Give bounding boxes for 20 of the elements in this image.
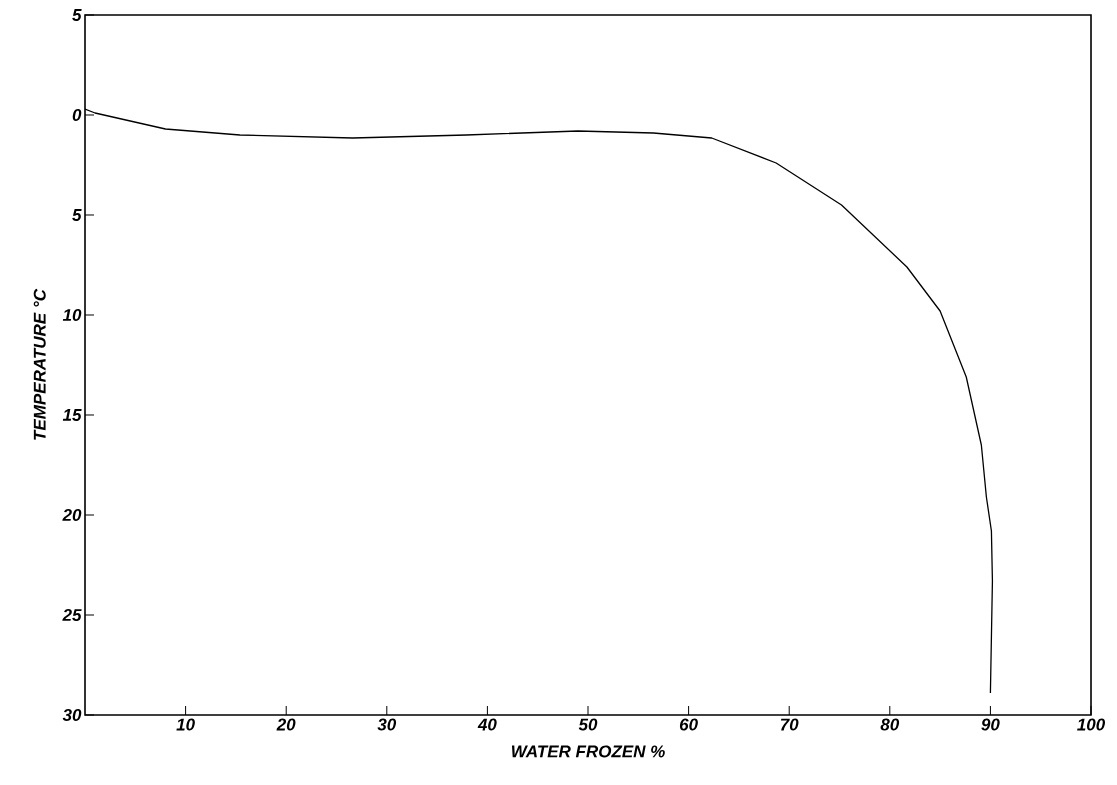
x-tick-label: 90 bbox=[981, 718, 1000, 731]
y-tick-label: 10 bbox=[62, 308, 82, 322]
y-tick-label: 30 bbox=[62, 708, 82, 722]
y-tick-label: 0 bbox=[72, 108, 82, 122]
y-tick-label: 15 bbox=[62, 409, 82, 421]
x-tick-label: 70 bbox=[780, 718, 799, 731]
x-tick-label: 100 bbox=[1077, 718, 1106, 731]
x-tick-label: 30 bbox=[377, 718, 397, 731]
x-tick-label: 40 bbox=[477, 718, 497, 731]
y-tick-label: 5 bbox=[72, 9, 82, 21]
y-axis-title: TEMPERATURE °C bbox=[33, 288, 46, 440]
x-axis-title: WATER FROZEN % bbox=[511, 745, 665, 758]
y-tick-label: 20 bbox=[62, 508, 82, 522]
x-tick-label: 60 bbox=[679, 718, 698, 731]
x-tick-label: 20 bbox=[276, 718, 296, 731]
y-tick-label: 25 bbox=[62, 608, 82, 622]
x-tick-label: 50 bbox=[578, 718, 598, 731]
x-tick-label: 10 bbox=[176, 718, 195, 731]
x-tick-label: 80 bbox=[880, 718, 900, 731]
y-tick-label: 5 bbox=[72, 209, 82, 221]
